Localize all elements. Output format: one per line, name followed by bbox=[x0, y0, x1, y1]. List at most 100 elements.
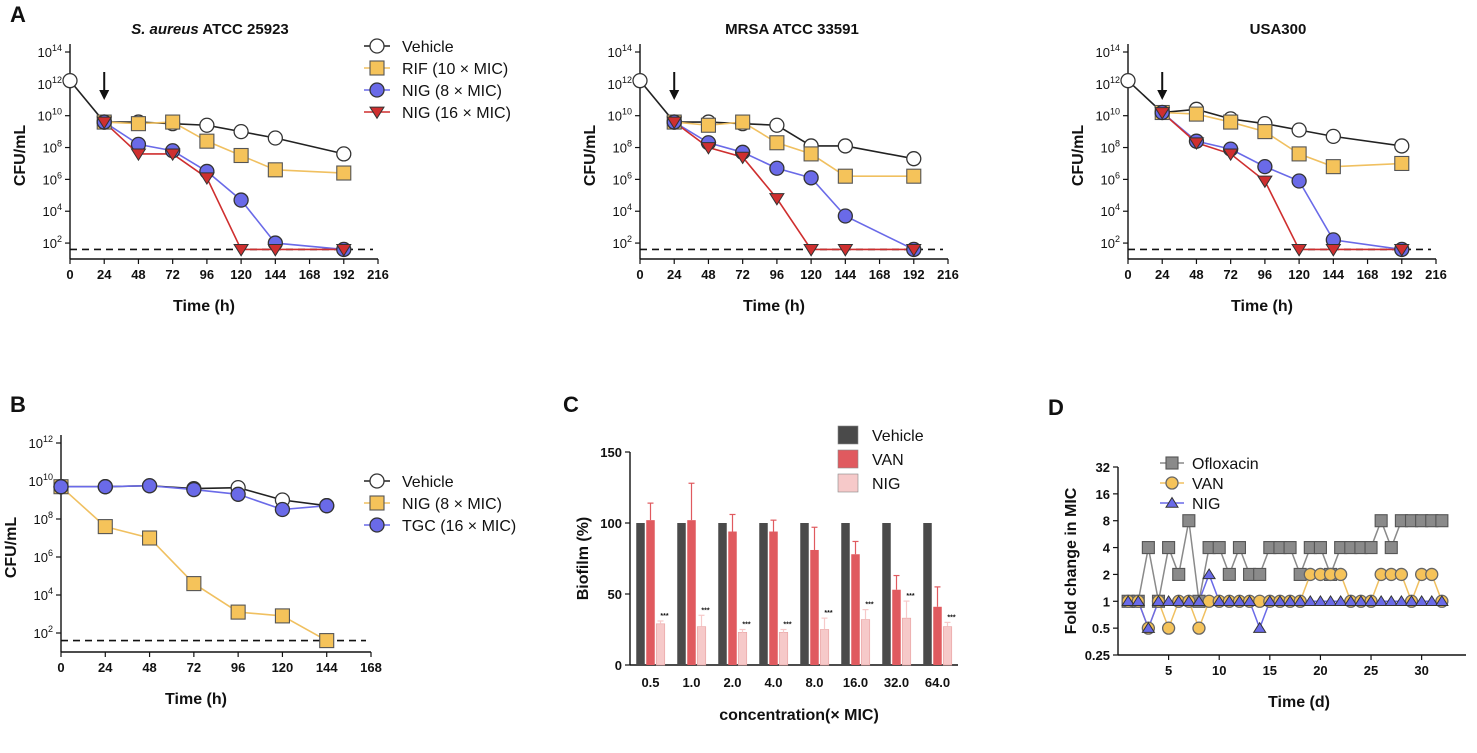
data-point bbox=[1291, 146, 1307, 162]
data-point bbox=[1154, 107, 1171, 120]
data-point bbox=[1192, 594, 1206, 606]
x-tick-label: 120 bbox=[1288, 267, 1310, 282]
y-tick-label: 1012 bbox=[608, 75, 632, 92]
data-point bbox=[233, 123, 249, 140]
x-tick-label: 1.0 bbox=[682, 675, 700, 690]
data-point bbox=[142, 530, 158, 546]
data-point bbox=[906, 151, 922, 167]
x-tick-label: 48 bbox=[142, 660, 156, 675]
bar-van bbox=[933, 606, 942, 665]
y-tick-label: 1012 bbox=[38, 75, 62, 92]
data-point bbox=[803, 146, 819, 162]
data-point bbox=[1394, 567, 1409, 582]
bar-vehicle bbox=[677, 523, 686, 665]
bar-van bbox=[687, 520, 696, 665]
data-point bbox=[1141, 541, 1155, 555]
panel-letter: D bbox=[1048, 395, 1064, 420]
data-point bbox=[1283, 541, 1297, 555]
legend-label: VAN bbox=[1192, 476, 1224, 493]
data-point bbox=[1424, 594, 1439, 606]
y-tick-label: 106 bbox=[1101, 170, 1120, 187]
bar-vehicle bbox=[882, 523, 891, 665]
data-point bbox=[1171, 594, 1186, 606]
x-axis-label: Time (h) bbox=[165, 691, 227, 708]
data-point bbox=[1291, 173, 1307, 189]
x-tick-label: 0 bbox=[66, 267, 73, 282]
legend-label: VAN bbox=[872, 452, 904, 469]
x-axis-label: Time (d) bbox=[1268, 694, 1330, 711]
data-point bbox=[1291, 122, 1307, 138]
series-line-ofloxacin bbox=[1128, 518, 1442, 603]
data-point bbox=[1293, 594, 1308, 606]
y-axis-label: Fold change in MIC bbox=[1063, 487, 1080, 634]
data-point bbox=[1313, 541, 1327, 555]
x-tick-label: 144 bbox=[1322, 267, 1344, 282]
data-point bbox=[1364, 594, 1378, 606]
y-tick-label: 1014 bbox=[38, 43, 62, 60]
y-tick-label: 0.5 bbox=[1092, 621, 1110, 636]
x-tick-label: 15 bbox=[1263, 663, 1277, 678]
legend-swatch bbox=[837, 425, 859, 445]
data-point bbox=[1334, 567, 1348, 582]
x-tick-label: 168 bbox=[1357, 267, 1379, 282]
data-point bbox=[1394, 594, 1409, 606]
y-axis-label: CFU/mL bbox=[582, 125, 599, 187]
bar-van bbox=[646, 520, 655, 665]
y-tick-label: 1014 bbox=[1096, 43, 1120, 60]
data-point bbox=[186, 576, 202, 592]
bar-nig bbox=[942, 626, 953, 666]
data-point bbox=[906, 168, 922, 184]
data-point bbox=[1374, 514, 1388, 528]
data-point bbox=[1257, 124, 1273, 140]
significance-label: *** bbox=[824, 610, 832, 617]
data-point bbox=[837, 244, 854, 257]
legend-label: Vehicle bbox=[402, 39, 454, 56]
data-point bbox=[233, 192, 249, 208]
chart-title: S. aureus ATCC 25923 bbox=[131, 21, 289, 38]
legend-marker bbox=[369, 517, 385, 533]
x-tick-label: 192 bbox=[333, 267, 355, 282]
data-point bbox=[1222, 567, 1236, 581]
y-tick-label: 102 bbox=[34, 624, 53, 641]
bar-vehicle bbox=[923, 523, 932, 665]
data-point bbox=[803, 170, 819, 186]
chart-panel-4: B 0 24 48 72 96 120 144 168 102 104 106 108 1010 1012 T… bbox=[3, 392, 516, 708]
y-tick-label: 106 bbox=[34, 548, 53, 565]
series-line-nig-8-mic- bbox=[1161, 111, 1402, 251]
x-axis-label: Time (h) bbox=[1231, 298, 1293, 315]
legend-marker bbox=[1165, 456, 1179, 470]
arrow-head bbox=[1157, 90, 1168, 100]
data-point bbox=[1384, 541, 1398, 555]
y-tick-label: 108 bbox=[1101, 139, 1120, 156]
data-point bbox=[1414, 594, 1429, 606]
data-point bbox=[198, 172, 215, 186]
data-point bbox=[1425, 567, 1439, 582]
legend-label: NIG (16 × MIC) bbox=[402, 105, 511, 122]
x-tick-label: 24 bbox=[1155, 267, 1170, 282]
x-tick-label: 48 bbox=[1189, 267, 1203, 282]
y-tick-label: 1 bbox=[1103, 594, 1110, 609]
y-tick-label: 50 bbox=[608, 587, 622, 602]
data-point bbox=[1131, 594, 1146, 606]
data-point bbox=[1172, 567, 1186, 581]
significance-label: *** bbox=[865, 602, 873, 609]
data-point bbox=[1188, 137, 1205, 151]
x-tick-label: 192 bbox=[1391, 267, 1413, 282]
data-point bbox=[700, 142, 717, 155]
x-tick-label: 24 bbox=[98, 660, 113, 675]
bar-nig bbox=[737, 632, 748, 666]
data-point bbox=[1354, 594, 1368, 606]
data-point bbox=[1257, 158, 1273, 175]
data-point bbox=[1223, 114, 1239, 130]
data-point bbox=[1325, 159, 1341, 175]
data-point bbox=[1283, 594, 1297, 606]
data-point bbox=[1222, 148, 1239, 162]
data-point bbox=[230, 486, 246, 502]
data-point bbox=[837, 208, 853, 224]
legend-label: NIG (8 × MIC) bbox=[402, 83, 502, 100]
data-point bbox=[267, 244, 284, 257]
data-point bbox=[1374, 594, 1389, 606]
y-tick-label: 108 bbox=[43, 139, 62, 156]
data-point bbox=[267, 130, 283, 146]
data-point bbox=[837, 138, 853, 154]
